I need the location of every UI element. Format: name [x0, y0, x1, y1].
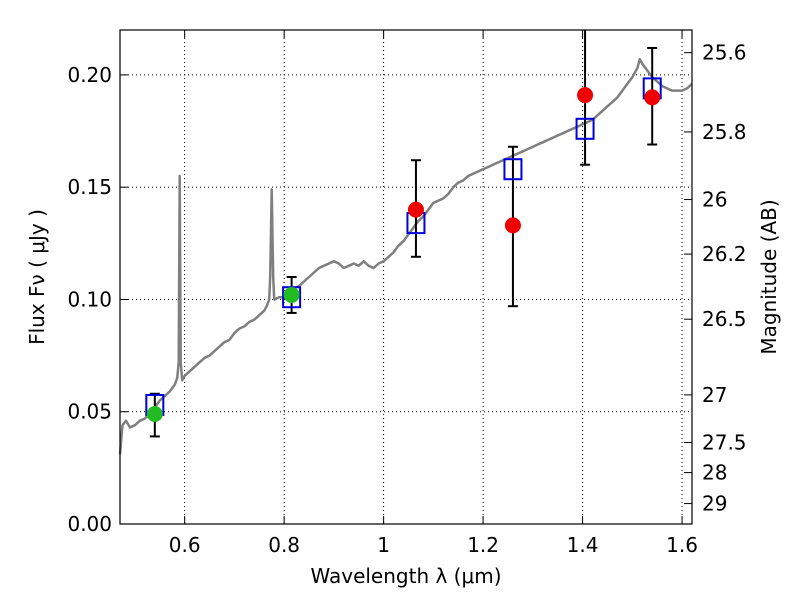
observed-point [577, 87, 594, 104]
axis-ticks: 0.6 0.8 1 1.2 1.4 1.6 0.00 0.05 0.10 0.15 0.20 25.6… [67, 30, 747, 557]
y-tick-label: 0.20 [67, 63, 112, 87]
observed-photometry-series [146, 87, 661, 422]
model-square-marker [575, 117, 595, 140]
x-tick-label: 1.6 [666, 533, 698, 557]
grid [120, 30, 692, 524]
y-tick-label: 0.05 [67, 400, 112, 424]
observed-point [283, 286, 300, 303]
x-axis-title: Wavelength λ (μm) [310, 564, 501, 588]
y-tick-label: 0.15 [67, 175, 112, 199]
observed-point [504, 217, 521, 234]
observed-point [407, 201, 424, 218]
y2-tick-label: 29 [702, 492, 727, 516]
y2-tick-label: 27.5 [702, 430, 747, 454]
y2-tick-label: 25.8 [702, 120, 747, 144]
x-tick-label: 1 [377, 533, 390, 557]
spectrum-series [118, 57, 693, 455]
y2-tick-label: 25.6 [702, 41, 747, 65]
spectrum-line [118, 57, 693, 455]
observed-point [644, 89, 661, 106]
y2-tick-label: 28 [702, 461, 727, 485]
y-tick-label: 0.10 [67, 287, 112, 311]
y2-tick-label: 26.5 [702, 307, 747, 331]
y2-axis-title: Magnitude (AB) [757, 199, 781, 354]
x-tick-label: 0.6 [169, 533, 201, 557]
x-tick-label: 0.8 [268, 533, 300, 557]
x-tick-label: 1.2 [467, 533, 499, 557]
x-tick-label: 1.4 [567, 533, 599, 557]
model-photometry-series [145, 77, 662, 416]
y-axis-title: Flux Fν ( μJy ) [25, 209, 49, 345]
y-tick-label: 0.00 [67, 512, 112, 536]
observed-point [146, 405, 163, 422]
plot-frame [119, 29, 693, 525]
y2-tick-label: 26.2 [702, 242, 747, 266]
model-square-marker [503, 158, 523, 181]
y2-tick-label: 26 [702, 188, 727, 212]
y2-tick-label: 27 [702, 383, 727, 407]
